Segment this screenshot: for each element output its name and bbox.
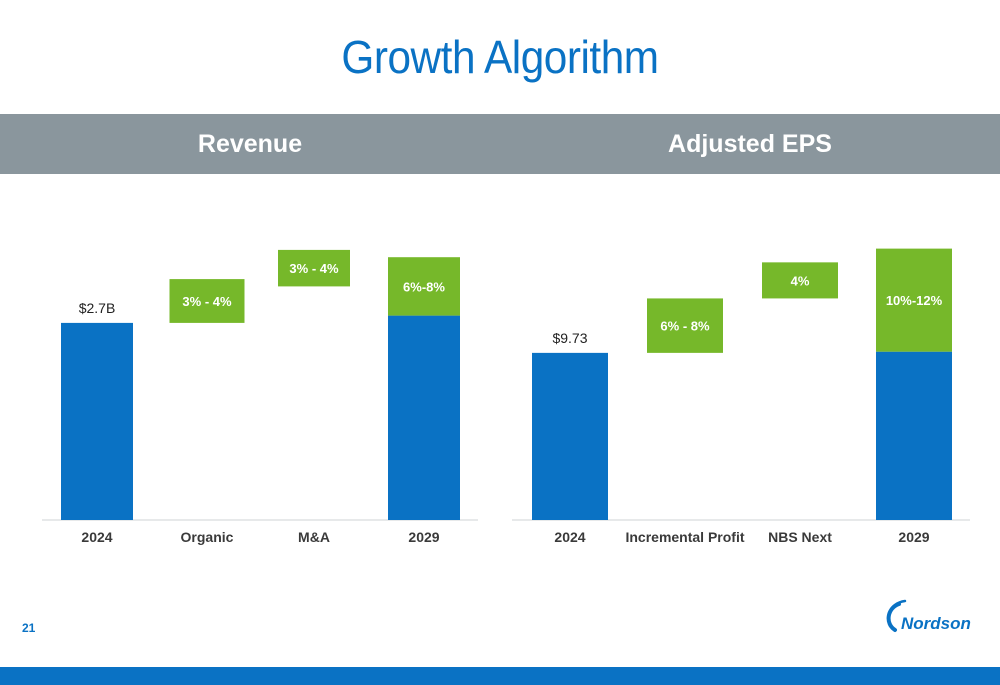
increment-label: 10%-12% (886, 293, 943, 308)
category-tick-label: Incremental Profit (625, 529, 744, 545)
increment-label: 3% - 4% (182, 294, 232, 309)
category-tick-label: M&A (298, 529, 330, 545)
page-number: 21 (22, 621, 36, 635)
increment-label: 6% - 8% (660, 319, 710, 334)
nordson-logo: Nordson (886, 599, 971, 633)
revenue-header: Revenue (197, 130, 303, 158)
eps-header: Adjusted EPS (668, 130, 832, 158)
revenue-chart: $2.7B 3% - 4% 3% - 4% 6%-8% 2024 Organic M&A 20… (42, 249, 478, 545)
increment-label: 3% - 4% (289, 261, 339, 276)
base-bar-0 (61, 322, 133, 520)
increment-label: 4% (791, 273, 810, 288)
increment-bar-3 (876, 248, 952, 352)
increment-bar-1 (169, 279, 245, 323)
section-header-band (0, 114, 1000, 174)
category-tick-label: 2029 (408, 529, 439, 545)
base-bar-3 (876, 351, 952, 520)
data-label: $2.7B (79, 300, 116, 316)
category-tick-label: NBS Next (768, 529, 832, 545)
eps-chart: $9.73 6% - 8% 4% 10%-12% 2024 Incremental Pro… (512, 248, 970, 545)
increment-label: 6%-8% (403, 279, 445, 294)
category-tick-label: 2024 (81, 529, 112, 545)
page-title: Growth Algorithm (341, 31, 659, 83)
logo-text: Nordson (901, 614, 971, 633)
increment-bar-3 (388, 257, 460, 316)
increment-bar-1 (647, 298, 723, 353)
footer-bar (0, 667, 1000, 685)
increment-bar-2 (278, 249, 350, 287)
base-bar-3 (388, 315, 460, 520)
category-tick-label: 2029 (898, 529, 929, 545)
category-tick-label: Organic (181, 529, 234, 545)
data-label: $9.73 (552, 330, 587, 346)
base-bar-0 (532, 352, 608, 520)
increment-bar-2 (762, 262, 838, 299)
category-tick-label: 2024 (554, 529, 585, 545)
